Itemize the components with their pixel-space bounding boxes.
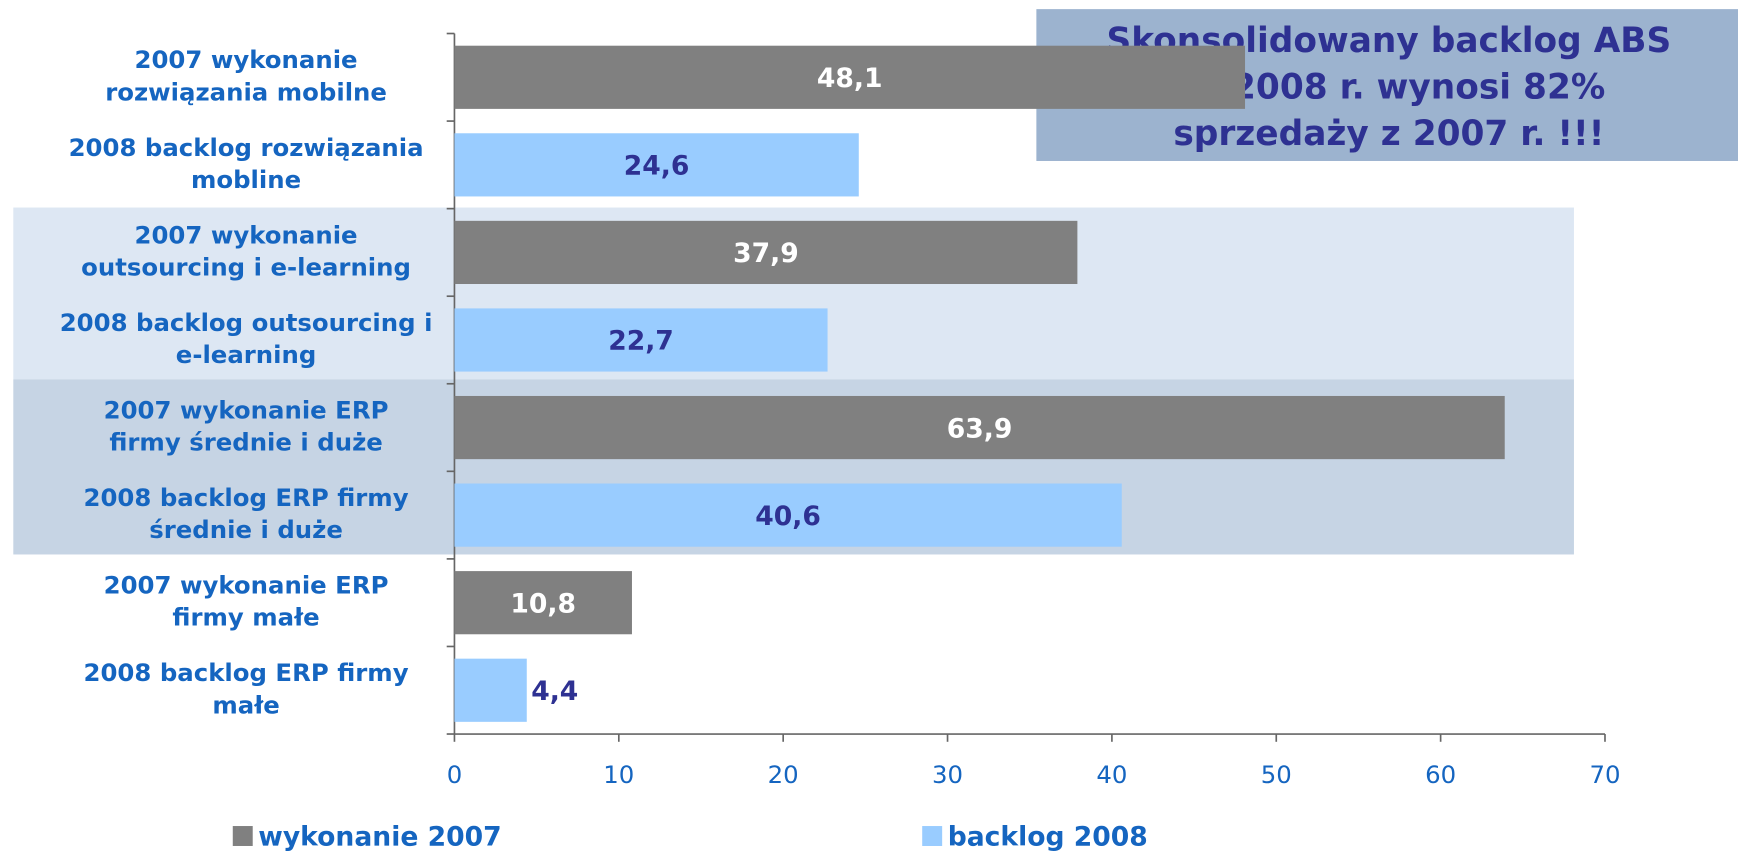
category-label: outsourcing i e-learning — [81, 252, 411, 281]
x-tick-label: 40 — [1096, 760, 1127, 789]
category-label: 2008 backlog rozwiązania — [69, 133, 424, 162]
bar — [454, 658, 527, 722]
bar — [454, 45, 1246, 109]
bar — [454, 571, 632, 635]
legend-label: backlog 2008 — [948, 822, 1148, 853]
x-tick-label: 20 — [768, 760, 799, 789]
value-label: 10,8 — [510, 588, 576, 619]
x-tick-label: 10 — [603, 760, 634, 789]
x-tick-label: 70 — [1589, 760, 1620, 789]
category-label: małe — [212, 690, 279, 719]
value-label: 48,1 — [817, 63, 883, 94]
category-label: e-learning — [176, 340, 317, 369]
bar — [454, 220, 1078, 285]
value-label: 63,9 — [947, 413, 1013, 444]
value-label: 22,7 — [608, 326, 674, 357]
legend-swatch — [922, 826, 943, 846]
value-label: 37,9 — [733, 238, 799, 269]
bar — [454, 308, 828, 372]
category-label: 2008 backlog ERP firmy — [84, 658, 409, 687]
category-label: 2007 wykonanie ERP — [104, 395, 389, 424]
x-tick-label: 60 — [1425, 760, 1456, 789]
legend-swatch — [232, 826, 253, 846]
category-label: 2008 backlog outsourcing i — [60, 308, 433, 337]
category-label: mobline — [191, 165, 301, 194]
category-label: 2007 wykonanie — [135, 45, 358, 74]
x-tick-label: 30 — [932, 760, 963, 789]
category-label: 2007 wykonanie — [135, 220, 358, 249]
legend-label: wykonanie 2007 — [258, 822, 501, 853]
category-label: firmy średnie i duże — [109, 428, 382, 457]
x-tick-label: 0 — [447, 760, 463, 789]
bar — [454, 483, 1122, 547]
value-label: 4,4 — [531, 676, 578, 707]
value-label: 24,6 — [624, 151, 690, 182]
category-label: 2007 wykonanie ERP — [104, 571, 389, 600]
value-label: 40,6 — [755, 501, 821, 532]
x-tick-label: 50 — [1261, 760, 1292, 789]
annotation: sprzedaży z 2007 r. !!! — [1173, 114, 1604, 154]
bar — [454, 133, 859, 197]
category-label: średnie i duże — [149, 515, 343, 544]
category-label: rozwiązania mobilne — [105, 77, 387, 106]
category-label: firmy małe — [172, 603, 319, 632]
bar — [454, 395, 1505, 460]
category-label: 2008 backlog ERP firmy — [84, 483, 409, 512]
